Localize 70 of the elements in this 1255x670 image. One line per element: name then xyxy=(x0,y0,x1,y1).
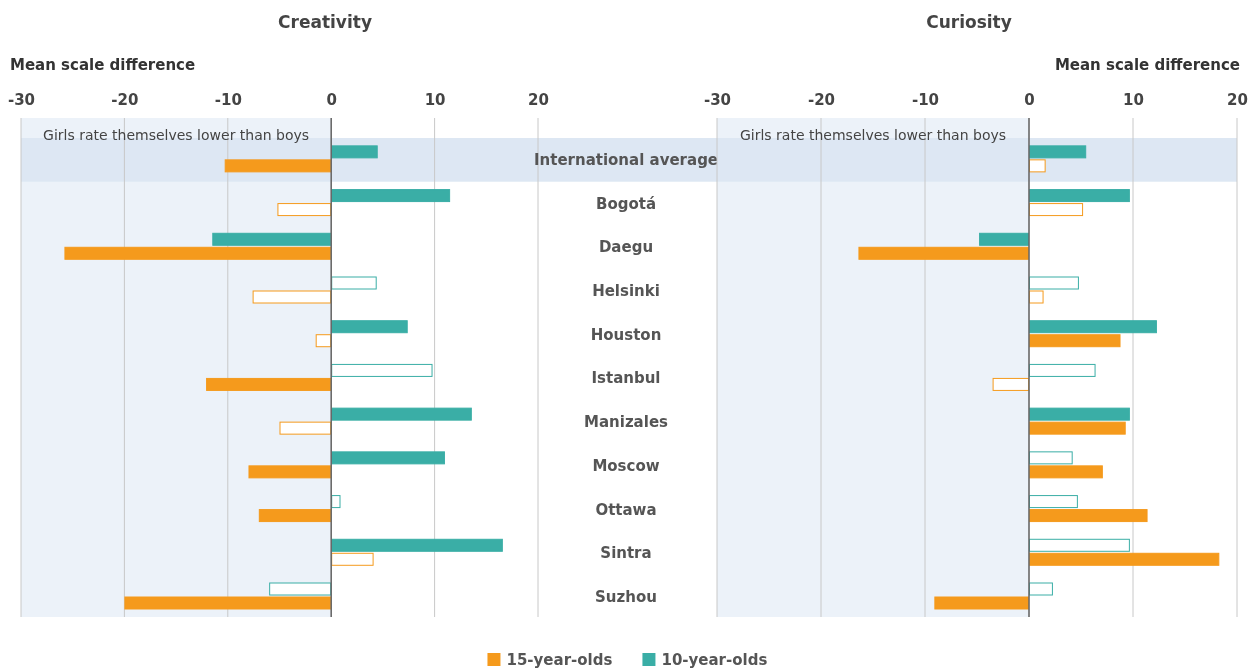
x-tick-label: -30 xyxy=(7,91,36,109)
bar xyxy=(269,582,332,596)
bar xyxy=(279,421,332,435)
x-tick-label: -20 xyxy=(807,91,836,109)
y-tick-label: Houston xyxy=(590,325,662,344)
bar xyxy=(1029,407,1130,421)
bar xyxy=(858,246,1029,260)
bar xyxy=(277,203,332,217)
x-tick-label: -20 xyxy=(111,91,139,109)
bar xyxy=(331,552,374,566)
y-tick-label: Ottawa xyxy=(595,500,657,519)
legend-label: 15-year-olds xyxy=(506,651,613,669)
legend-label: 10-year-olds xyxy=(661,651,768,669)
y-tick-label: International average xyxy=(533,150,719,169)
y-tick-label: Istanbul xyxy=(591,369,661,388)
y-tick-label: Bogotá xyxy=(595,194,657,213)
band-label: Girls rate themselves lower than boys xyxy=(739,127,1007,143)
chart-title: Creativity xyxy=(278,12,372,32)
bar xyxy=(1029,363,1096,377)
bar xyxy=(124,596,332,610)
band-label: Girls rate themselves lower than boys xyxy=(43,127,310,143)
bar xyxy=(1029,334,1121,348)
bar xyxy=(64,246,332,260)
bar xyxy=(206,377,332,391)
y-tick-label: Suzhou xyxy=(595,588,657,606)
bar xyxy=(252,290,332,304)
bar xyxy=(331,363,433,377)
x-tick-label: -10 xyxy=(214,91,242,109)
bar xyxy=(258,509,332,523)
bar xyxy=(979,232,1029,246)
bar xyxy=(331,189,451,203)
x-axis-title: Mean scale difference xyxy=(10,56,196,74)
bar xyxy=(1029,145,1087,159)
chart-title: Curiosity xyxy=(926,12,1012,32)
y-tick-label: Daegu xyxy=(598,238,654,257)
bar xyxy=(1029,538,1130,552)
x-tick-label: 10 xyxy=(1123,91,1144,109)
x-tick-label: 20 xyxy=(1227,91,1248,109)
bar xyxy=(331,451,445,465)
bar xyxy=(1029,552,1220,566)
y-tick-label: Sintra xyxy=(600,544,652,563)
bar xyxy=(1029,495,1078,509)
x-tick-label: 20 xyxy=(528,91,549,109)
x-tick-label: -30 xyxy=(703,91,732,109)
bar xyxy=(248,465,332,479)
x-tick-label: -10 xyxy=(911,91,940,109)
x-axis-title: Mean scale difference xyxy=(1054,56,1240,74)
bar xyxy=(1029,451,1073,465)
y-tick-label: Manizales xyxy=(584,413,669,432)
bar xyxy=(331,495,341,509)
bar xyxy=(1029,582,1053,596)
bar xyxy=(331,407,472,421)
bar xyxy=(331,320,408,334)
x-tick-label: 0 xyxy=(1024,91,1035,109)
bar xyxy=(934,596,1029,610)
bar xyxy=(1029,465,1103,479)
bar xyxy=(212,232,332,246)
bar xyxy=(224,159,332,173)
x-tick-label: 0 xyxy=(326,91,337,109)
y-tick-label: Helsinki xyxy=(592,282,660,300)
bar xyxy=(331,538,503,552)
bar xyxy=(1029,509,1148,523)
x-tick-label: 10 xyxy=(424,91,446,109)
bar xyxy=(331,145,378,159)
bar xyxy=(315,334,332,348)
bar xyxy=(1029,320,1157,334)
bar xyxy=(1029,189,1130,203)
bar xyxy=(1029,421,1126,435)
y-tick-label: Moscow xyxy=(592,456,660,475)
bar xyxy=(331,276,377,290)
